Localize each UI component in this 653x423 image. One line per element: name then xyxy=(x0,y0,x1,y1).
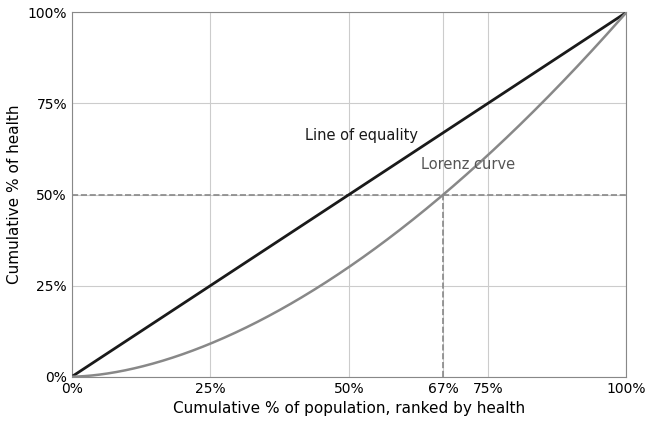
Y-axis label: Cumulative % of health: Cumulative % of health xyxy=(7,105,22,284)
Text: Line of equality: Line of equality xyxy=(305,128,418,143)
Text: Lorenz curve: Lorenz curve xyxy=(421,157,515,172)
X-axis label: Cumulative % of population, ranked by health: Cumulative % of population, ranked by he… xyxy=(173,401,525,416)
